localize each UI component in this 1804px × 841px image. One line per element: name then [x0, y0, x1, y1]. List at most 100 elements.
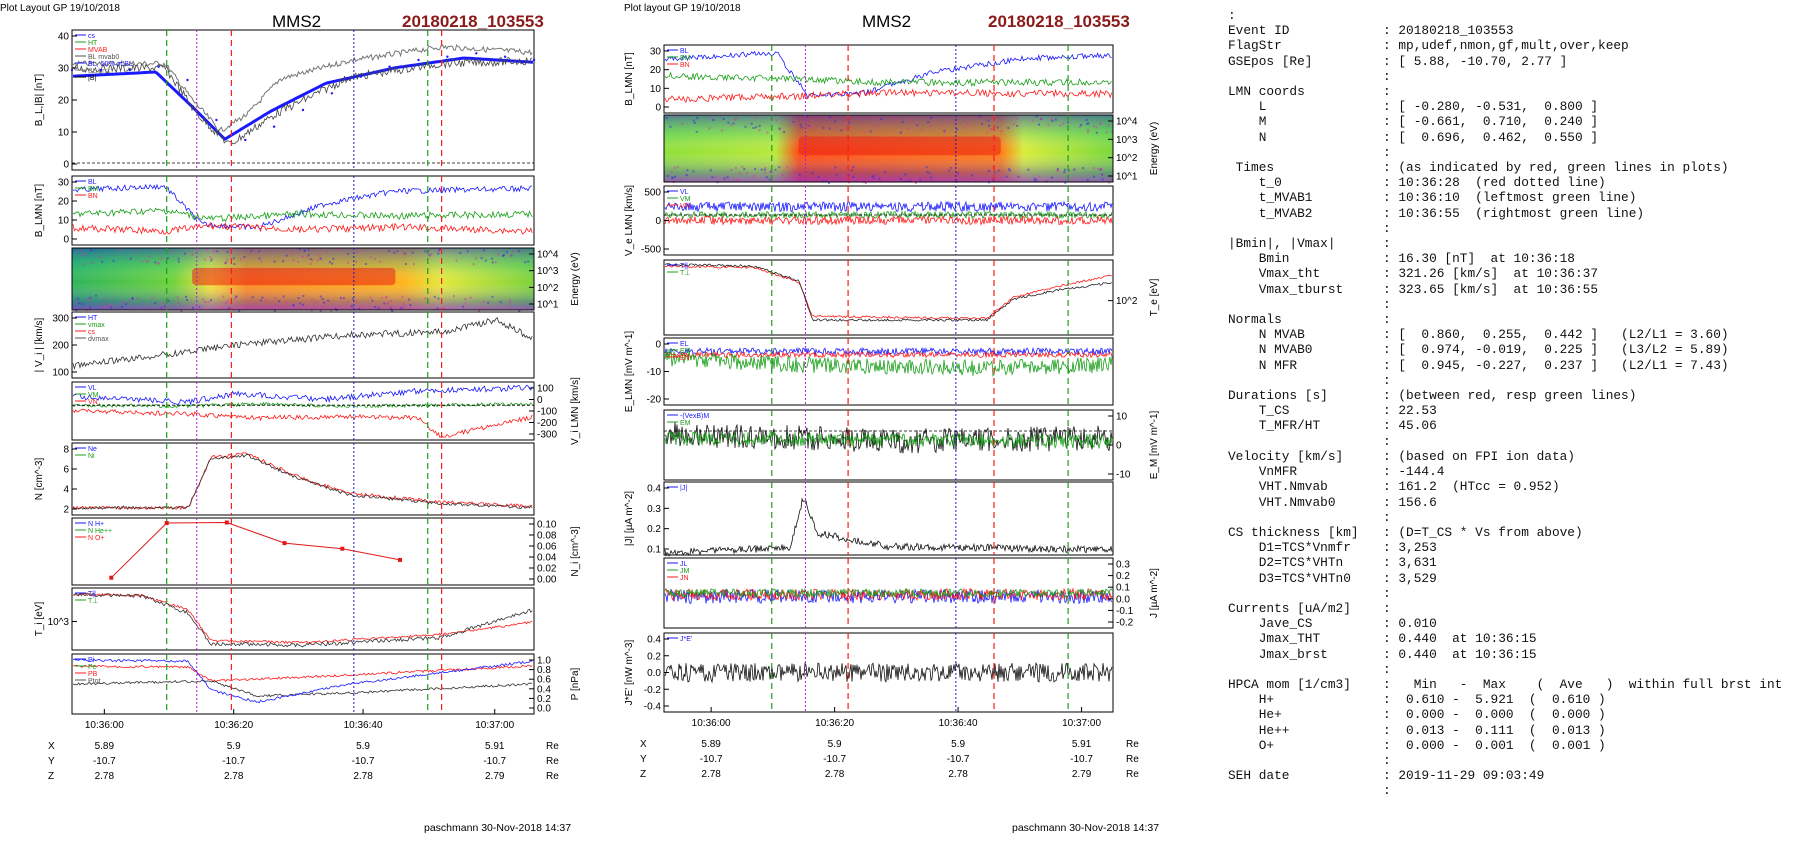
spectrogram-pixel	[862, 173, 865, 176]
spectrogram-pixel	[669, 125, 672, 128]
spectrogram-pixel	[730, 169, 733, 171]
spectrogram-pixel	[883, 176, 886, 179]
spectrogram-pixel	[347, 300, 349, 303]
spectrogram-pixel	[234, 297, 237, 300]
spectrogram-pixel	[319, 309, 322, 312]
spectrogram-pixel	[712, 119, 715, 121]
spectrogram-pixel	[390, 300, 393, 302]
y-tick-label-right: 0	[1116, 441, 1122, 452]
spectrogram-pixel	[385, 295, 388, 298]
spectrogram-pixel	[671, 176, 674, 179]
spectrogram-pixel	[681, 122, 684, 125]
spectrogram-pixel	[517, 250, 520, 252]
spectrogram-pixel	[1079, 125, 1081, 128]
spectrogram-pixel	[128, 299, 131, 301]
info-key: :	[1228, 8, 1236, 23]
spectrogram-pixel	[1061, 122, 1064, 125]
spectrogram-pixel	[433, 295, 436, 298]
legend-entry: JN	[680, 575, 689, 582]
spectrogram-pixel	[1101, 173, 1103, 176]
info-key: LMN coords	[1228, 84, 1305, 100]
y-tick-label: 0.0	[647, 668, 661, 679]
info-row: t_MVAB2: 10:36:55 (rightmost green line)	[1228, 206, 1798, 221]
spectrogram-pixel	[508, 305, 511, 308]
info-value: : [ 0.945, -0.227, 0.237 ] (L2/L1 = 7.43…	[1383, 357, 1729, 373]
info-value: :	[1383, 509, 1391, 525]
spectrogram-pixel	[319, 295, 322, 298]
spectrogram-pixel	[887, 177, 890, 179]
panel-frame	[663, 481, 1114, 556]
spectrogram-pixel	[332, 257, 335, 260]
spectrogram-pixel	[282, 295, 285, 298]
spectrogram-pixel	[979, 115, 982, 118]
spectrogram-pixel	[828, 182, 830, 184]
left-panel-3: 10^4 10^3 10^2 10^1 Energy (eV)	[71, 247, 581, 312]
spectrogram-pixel	[692, 119, 695, 122]
spectrogram-pixel	[210, 299, 213, 302]
spectrogram-pixel	[948, 169, 951, 172]
ephemeris-value: 5.89	[701, 739, 721, 750]
bl-data-point	[532, 58, 536, 62]
legend-entry: HT	[88, 40, 98, 47]
ephemeris-value: 5.9	[951, 739, 965, 750]
spectrogram-pixel	[220, 306, 223, 309]
spectrogram-pixel	[358, 308, 361, 310]
panel-frame	[663, 44, 1114, 114]
spectrogram-pixel	[676, 165, 679, 168]
spectrogram-pixel	[122, 300, 125, 303]
info-row: M: [ -0.661, 0.710, 0.240 ]	[1228, 114, 1798, 129]
left-plot-header: Plot Layout GP 19/10/2018	[0, 3, 120, 14]
legend-entry: BN	[88, 193, 98, 200]
spectrogram-pixel	[1082, 167, 1084, 169]
info-value: : 3,631	[1383, 555, 1437, 571]
y-tick-label: 0	[655, 216, 661, 227]
y-tick-label-right: 0.4	[537, 684, 551, 695]
x-tick-label: 10:36:00	[692, 718, 731, 729]
spectrogram-pixel	[820, 176, 823, 179]
y-tick-label-right: 10^3	[537, 266, 559, 277]
y-axis-label: | V_i | [km/s]	[34, 317, 45, 372]
right-plot-header: Plot layout GP 19/10/2018	[624, 3, 741, 14]
spectrogram-pixel	[198, 306, 201, 308]
he-density-point	[224, 520, 229, 525]
spectrogram-pixel	[490, 257, 493, 260]
spectrogram-pixel	[313, 307, 316, 310]
spectrogram-pixel	[1099, 168, 1102, 171]
legend-entry: J*E'	[680, 636, 692, 643]
spectrogram-pixel	[987, 119, 990, 122]
info-value: : [ 0.696, 0.462, 0.550 ]	[1383, 129, 1599, 145]
spectrogram-pixel	[145, 260, 148, 263]
spectrogram-pixel	[1035, 178, 1038, 181]
ne-trace	[72, 452, 533, 511]
spectrogram-pixel	[424, 297, 427, 300]
spectrogram-pixel	[792, 171, 795, 174]
spectrogram-pixel	[1063, 168, 1066, 171]
spectrogram-pixel	[734, 166, 737, 169]
spectrogram-pixel	[526, 308, 529, 311]
spectrogram-pixel	[915, 123, 917, 126]
spectrogram-pixel	[509, 299, 512, 302]
spectrogram-pixel	[243, 256, 246, 258]
spectrogram-pixel	[180, 310, 183, 312]
spectrogram-pixel	[157, 262, 160, 265]
ephemeris-value: 2.78	[701, 769, 721, 780]
spectrogram-pixel	[950, 167, 953, 169]
spectrogram-pixel	[369, 296, 372, 299]
spectrogram-pixel	[518, 309, 521, 312]
spectrogram-pixel	[75, 300, 78, 303]
bl-data-point	[128, 68, 131, 72]
spectrogram-pixel	[1059, 124, 1062, 127]
spectrogram-pixel	[480, 257, 483, 260]
spectrogram-pixel	[336, 248, 339, 251]
spectrogram-pixel	[852, 166, 855, 169]
jm-trace	[664, 587, 1113, 602]
spectrogram-pixel	[987, 169, 990, 172]
spectrogram-pixel	[1016, 124, 1019, 127]
y-axis-label-right: Energy (eV)	[570, 252, 581, 305]
info-key: Normals	[1228, 312, 1282, 328]
legend-entry: JM	[680, 568, 690, 575]
info-row: Vmax_tburst: 323.65 [km/s] at 10:36:55	[1228, 282, 1798, 297]
spectrogram-pixel	[811, 171, 814, 174]
